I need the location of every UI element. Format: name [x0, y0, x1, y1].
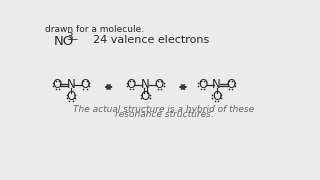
Text: The actual structure is a hybrid of these: The actual structure is a hybrid of thes…: [73, 105, 255, 114]
Text: drawn for a molecule.: drawn for a molecule.: [45, 25, 144, 34]
Text: 3: 3: [66, 32, 73, 42]
Text: −: −: [70, 35, 79, 46]
Text: NO: NO: [54, 35, 74, 48]
Text: O: O: [212, 90, 221, 103]
Text: N: N: [67, 78, 76, 91]
Text: resonance structures.: resonance structures.: [115, 110, 213, 119]
Text: O: O: [80, 78, 90, 91]
Text: O: O: [52, 78, 62, 91]
Text: N: N: [141, 78, 150, 91]
Text: N: N: [212, 78, 221, 91]
Text: O: O: [198, 78, 207, 91]
Text: 24 valence electrons: 24 valence electrons: [93, 35, 209, 45]
Text: O: O: [226, 78, 235, 91]
Text: O: O: [127, 78, 136, 91]
Text: O: O: [141, 90, 150, 103]
Text: O: O: [66, 90, 76, 103]
Text: O: O: [155, 78, 164, 91]
